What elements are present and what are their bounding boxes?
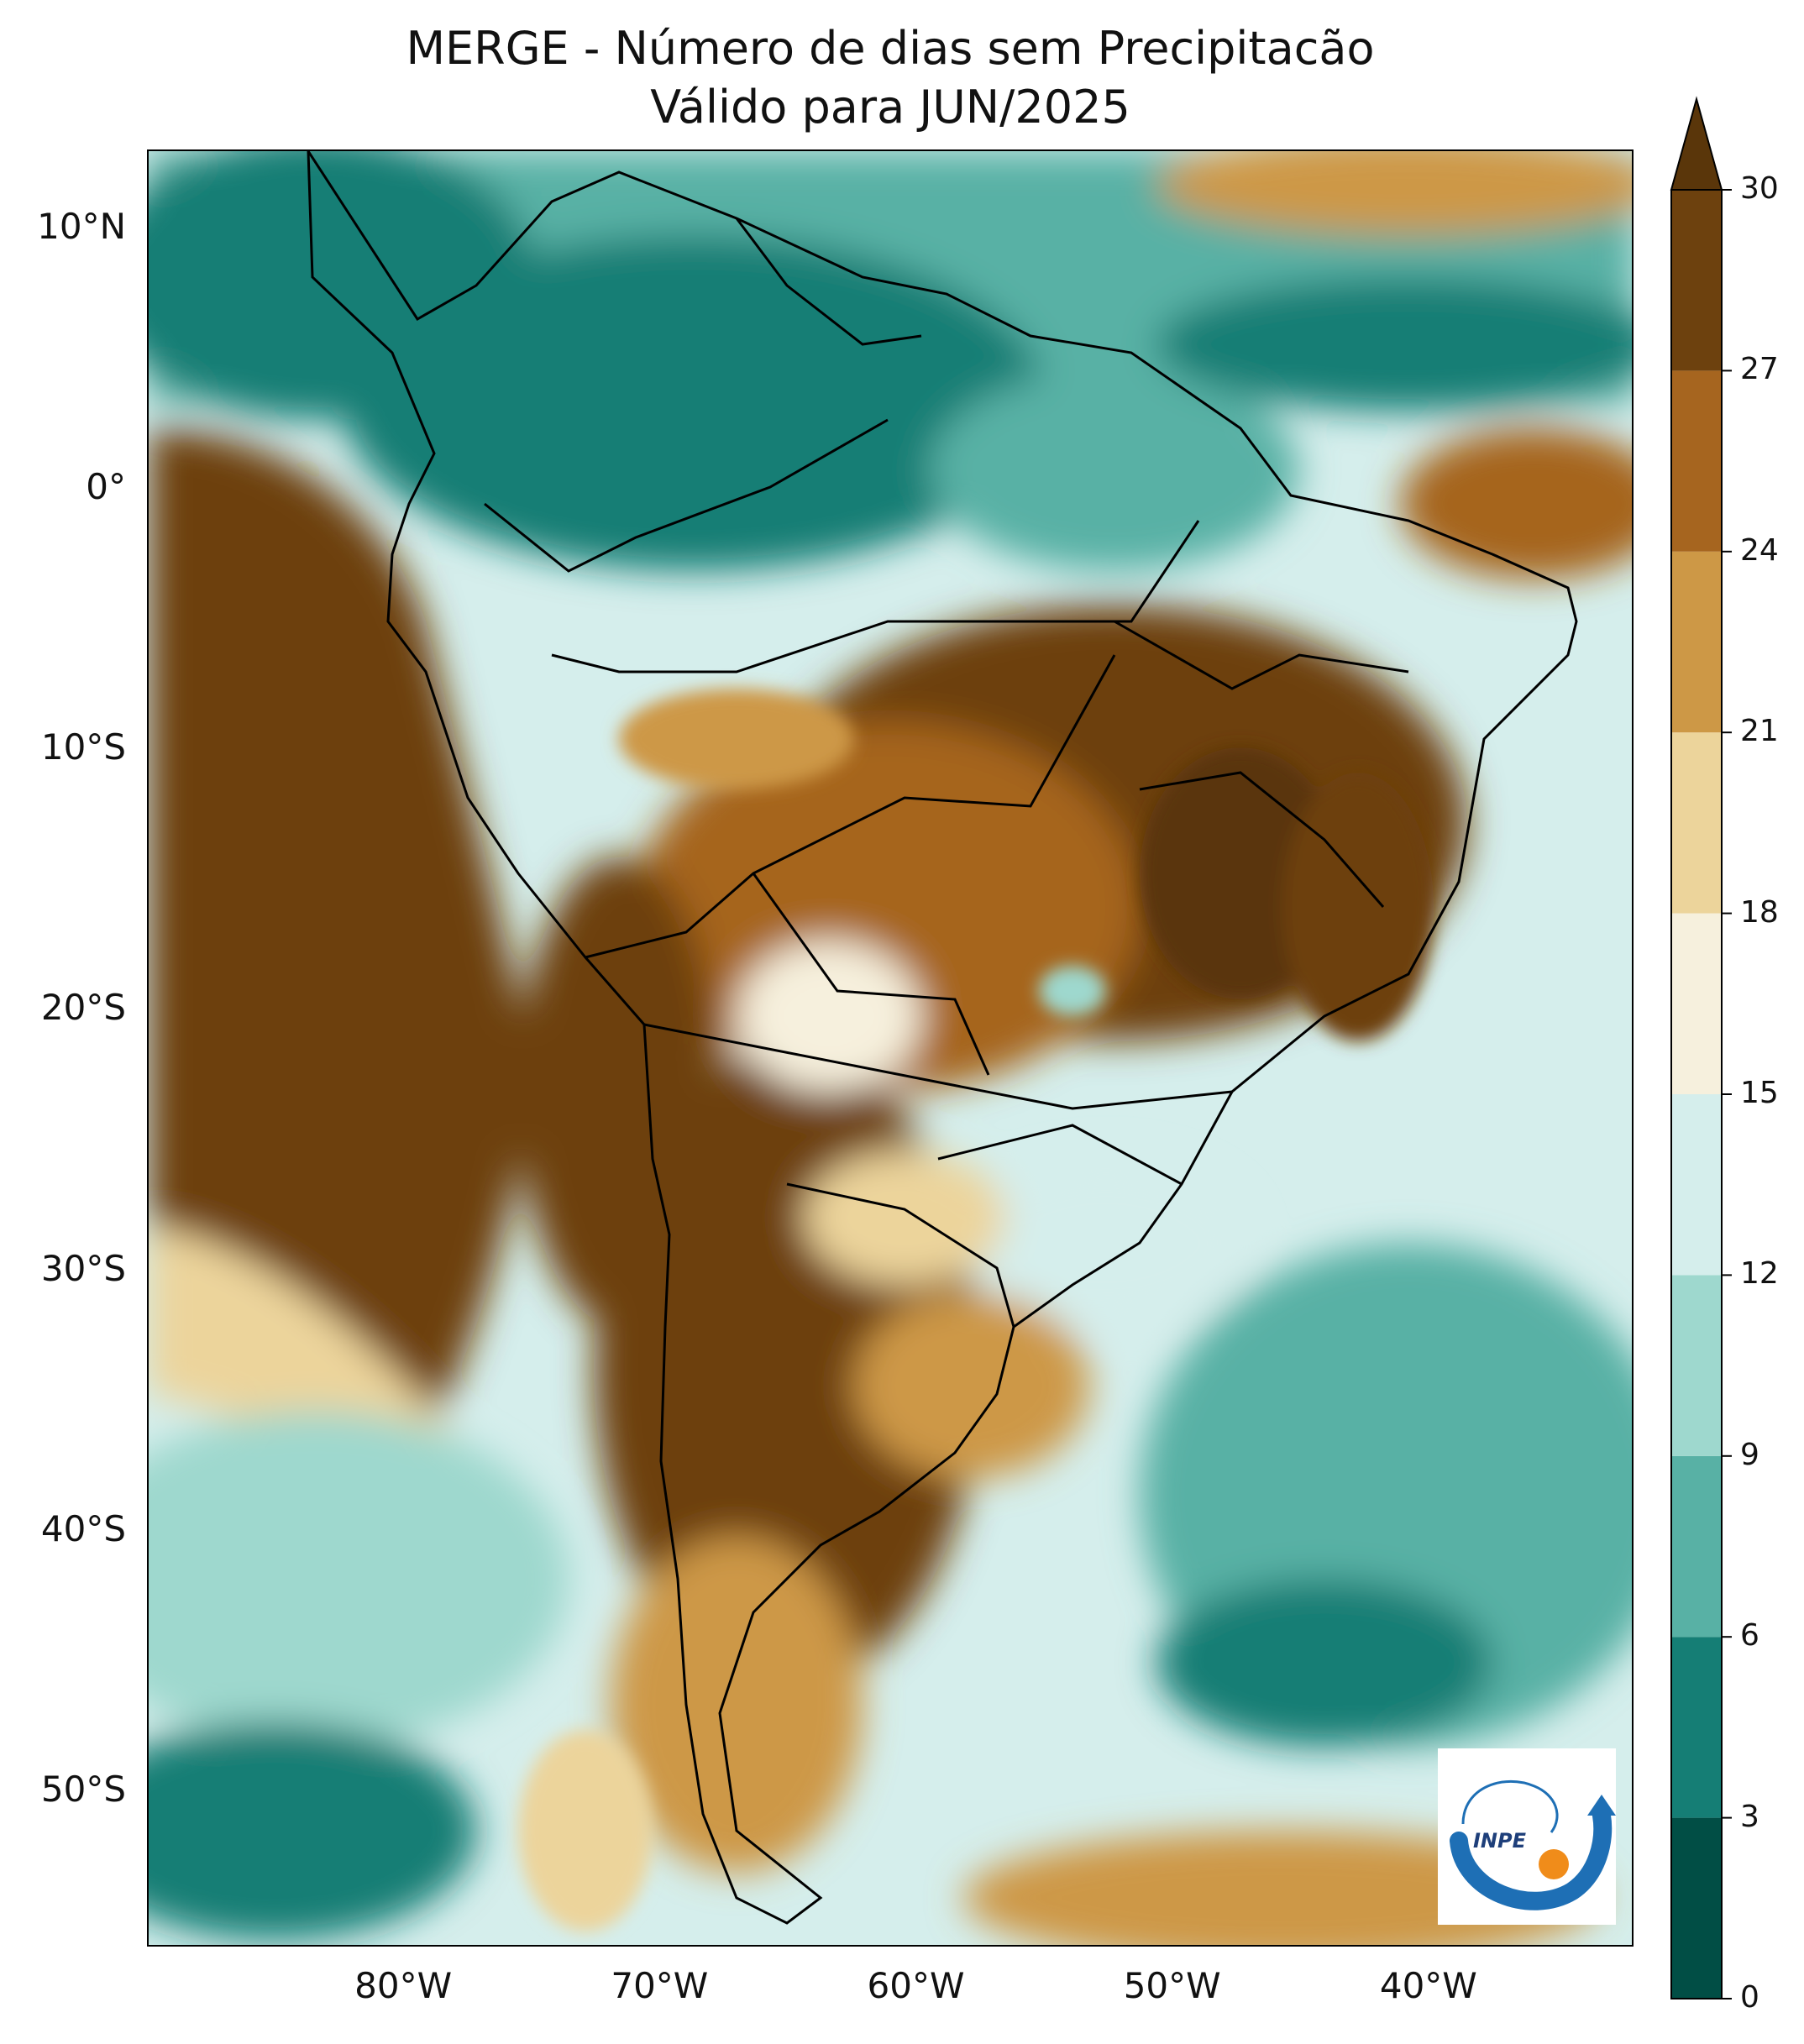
colorbar-tick-label: 9 — [1740, 1437, 1759, 1472]
colorbar-tick-label: 21 — [1740, 714, 1779, 749]
lat-tick-label: 50°S — [40, 1768, 126, 1810]
lon-tick-label: 60°W — [867, 1965, 965, 2006]
colorbar-tick-label: 27 — [1740, 352, 1779, 387]
colorbar-tick-label: 3 — [1740, 1799, 1759, 1834]
lat-tick-label: 10°N — [37, 206, 126, 248]
colorbar-extend-arrow — [1670, 96, 1723, 191]
map-title-line2: Válido para JUN/2025 — [650, 81, 1130, 134]
colorbar-segment — [1671, 732, 1722, 914]
lat-tick-label: 10°S — [40, 726, 126, 768]
colorbar-segment — [1671, 370, 1722, 552]
colorbar-frame — [1670, 189, 1723, 1999]
lon-tick-label: 50°W — [1123, 1965, 1221, 2006]
colorbar-segment — [1671, 1637, 1722, 1818]
lat-tick-label: 20°S — [40, 987, 126, 1029]
colorbar-segment — [1671, 1817, 1722, 1999]
lat-tick-label: 40°S — [40, 1507, 126, 1549]
precipitation-detail — [518, 689, 1434, 1931]
logo-text: INPE — [1473, 1829, 1527, 1853]
colorbar-tick-label: 30 — [1740, 171, 1779, 206]
coastline-and-borders — [307, 151, 1578, 1925]
colorbar-tick-label: 24 — [1740, 532, 1779, 568]
colorbar-segment — [1671, 1455, 1722, 1638]
lon-tick-label: 40°W — [1379, 1965, 1477, 2006]
lat-tick-label: 30°S — [40, 1247, 126, 1289]
colorbar-segment — [1671, 190, 1722, 371]
lon-tick-label: 70°W — [611, 1965, 709, 2006]
colorbar-segment — [1671, 551, 1722, 733]
colorbar-tick-label: 12 — [1740, 1256, 1779, 1292]
map-title-line1: MERGE - Número de dias sem Precipitacão — [406, 22, 1375, 75]
precipitation-map — [149, 151, 1632, 1945]
lat-tick-label: 0° — [86, 466, 126, 508]
colorbar-segment — [1671, 1094, 1722, 1276]
inpe-logo: INPE — [1438, 1748, 1616, 1925]
colorbar-segment — [1671, 1275, 1722, 1456]
colorbar-tick-label: 0 — [1740, 1980, 1759, 2015]
map-panel — [147, 149, 1634, 1947]
colorbar-segment — [1671, 913, 1722, 1094]
colorbar-tick-label: 6 — [1740, 1618, 1759, 1654]
lon-tick-label: 80°W — [354, 1965, 453, 2006]
colorbar-tick-label: 18 — [1740, 894, 1779, 930]
colorbar-tick-label: 15 — [1740, 1076, 1779, 1110]
